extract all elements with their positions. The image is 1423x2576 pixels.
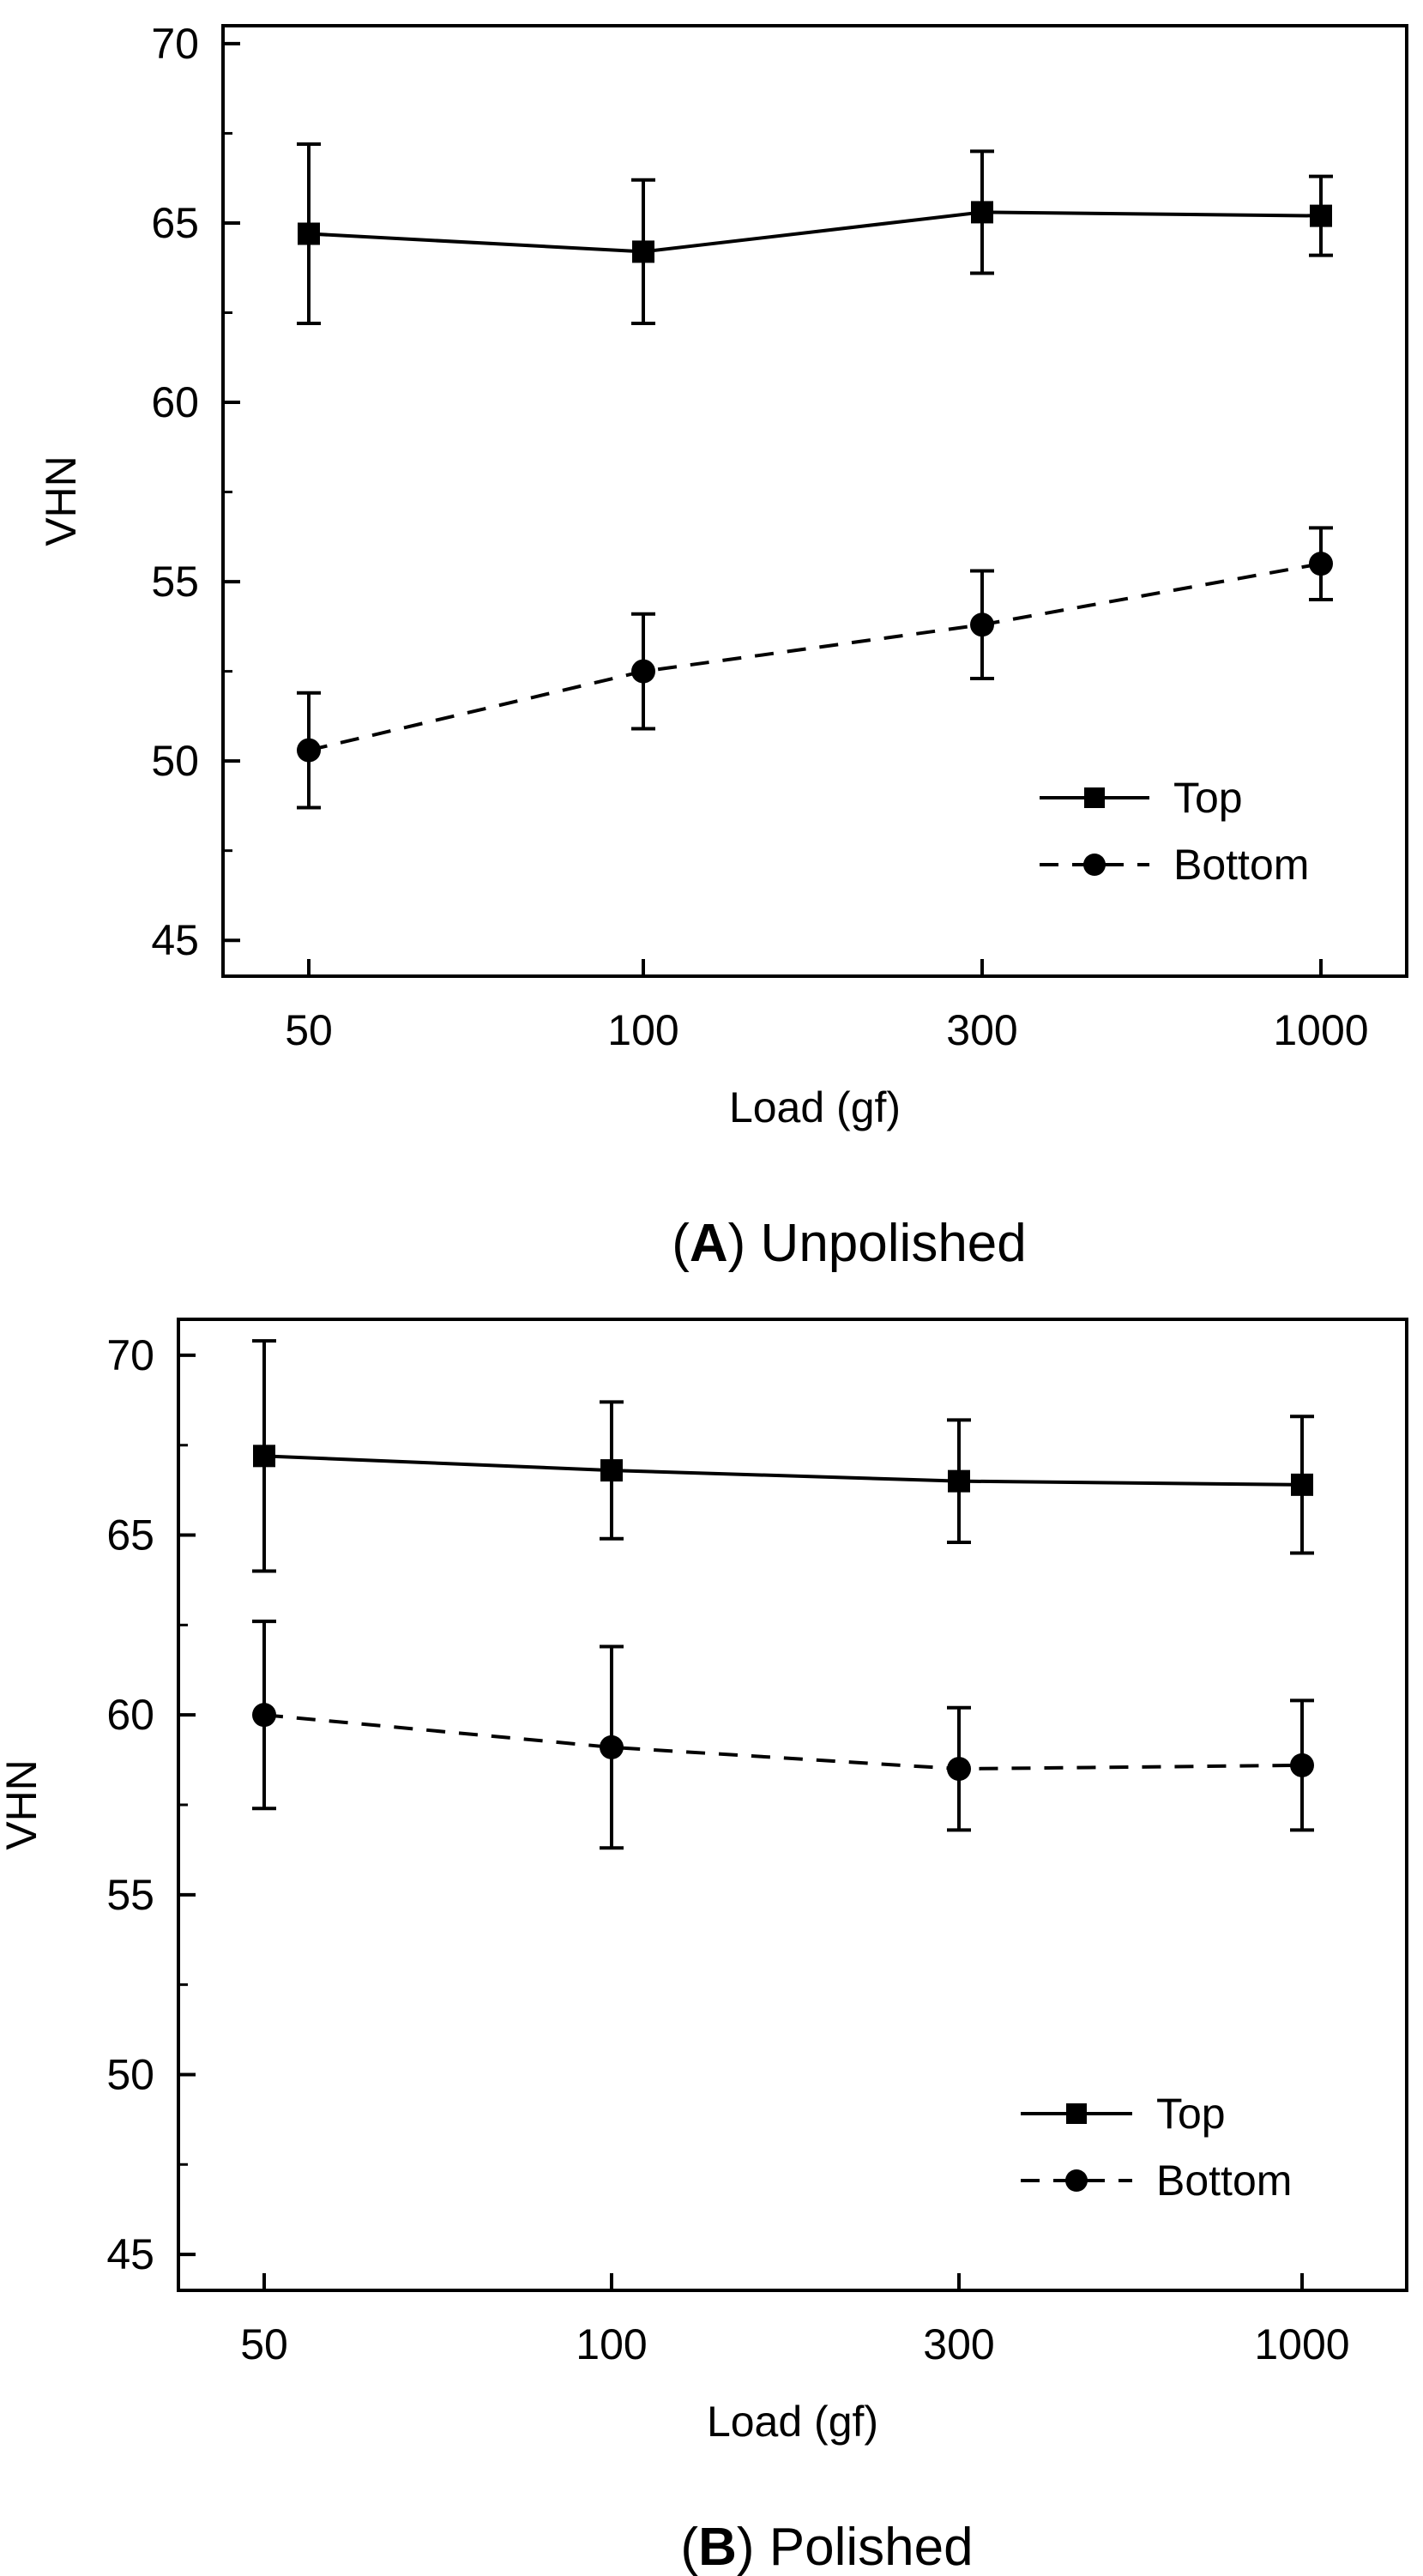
x-tick-label: 50 [240,2320,288,2368]
series-line-top [263,1454,1303,1487]
y-tick-label: 50 [151,737,199,785]
x-tick-label: 50 [285,1006,333,1054]
x-axis-label: Load (gf) [729,1083,901,1131]
data-point-top [1310,204,1332,227]
caption-paren-open: ( [672,1214,690,1273]
data-point-top [253,1445,275,1468]
legend-label-bottom: Bottom [1173,841,1309,889]
y-tick-label: 70 [151,20,199,68]
data-point-top [948,1469,970,1493]
x-tick-label: 1000 [1254,2320,1349,2368]
y-tick-label: 70 [106,1331,154,1379]
y-tick-label: 55 [106,1871,154,1919]
caption-paren-open: ( [680,2518,698,2576]
y-tick-label: 65 [106,1511,154,1559]
series-line-top [308,210,1322,254]
y-tick-label: 65 [151,199,199,247]
data-point-bottom [947,1757,971,1782]
legend: Top Bottom [1040,774,1309,889]
x-tick-label: 1000 [1273,1006,1368,1054]
x-tick-label: 100 [576,2320,647,2368]
y-axis-label: VHN [37,455,85,546]
caption-text: Polished [769,2518,974,2576]
panel-a-chart: 45 50 55 60 65 70 50 100 300 1000 Load (gf) VHN Top B… [37,20,1408,1273]
legend-marker-bottom [1065,2169,1088,2192]
caption-text: Unpolished [761,1214,1027,1273]
caption-letter: B [698,2518,737,2576]
panel-caption: (A) Unpolished [672,1214,1027,1273]
data-point-bottom [600,1734,624,1759]
caption-paren-close: ) [737,2518,769,2576]
data-point-bottom [252,1703,276,1728]
data-point-bottom [1290,1753,1314,1777]
data-point-bottom [1309,552,1333,576]
y-tick-label: 50 [106,2050,154,2098]
legend-label-bottom: Bottom [1156,2157,1292,2205]
x-tick-label: 300 [923,2320,994,2368]
data-point-top [971,201,993,224]
plot-frame [221,24,1408,978]
series-line-bottom [308,562,1322,752]
x-tick-label: 100 [607,1006,678,1054]
panel-b-chart: 45 50 55 60 65 70 50 100 300 1000 Load (gf) VHN Top B… [0,1318,1408,2576]
y-tick-label: 45 [151,916,199,964]
y-axis-label: VHN [0,1759,45,1850]
caption-letter: A [690,1214,728,1273]
y-tick-label: 45 [106,2230,154,2278]
y-tick-label: 60 [106,1691,154,1739]
data-point-bottom [970,612,994,637]
data-point-bottom [631,659,655,684]
plot-frame [177,1318,1408,2292]
data-point-top [632,240,654,263]
legend: Top Bottom [1021,2090,1292,2205]
y-tick-label: 55 [151,558,199,606]
data-point-top [600,1459,623,1482]
legend-marker-bottom [1083,854,1106,876]
data-point-top [1291,1473,1313,1496]
caption-paren-close: ) [728,1214,761,1273]
x-axis-label: Load (gf) [707,2398,878,2446]
x-tick-label: 300 [946,1006,1017,1054]
data-point-bottom [297,738,321,763]
data-point-top [298,222,320,245]
legend-marker-top [1066,2103,1087,2124]
y-tick-label: 60 [151,378,199,426]
panel-caption: (B) Polished [680,2518,973,2576]
legend-marker-top [1084,787,1105,808]
legend-label-top: Top [1156,2090,1226,2138]
series-line-bottom [263,1713,1303,1771]
legend-label-top: Top [1173,774,1243,822]
